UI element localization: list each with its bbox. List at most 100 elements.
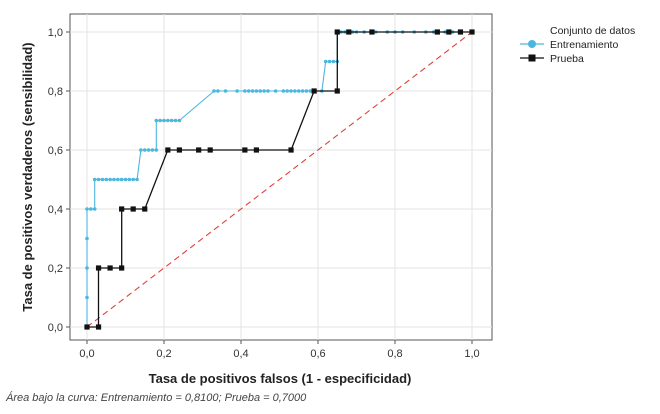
entrenamiento-point <box>212 89 216 93</box>
prueba-point <box>434 29 440 35</box>
prueba-point <box>95 265 102 271</box>
prueba-point <box>253 147 259 153</box>
entrenamiento-point <box>223 89 228 93</box>
prueba-point <box>288 147 294 153</box>
x-tick-label: 0,0 <box>79 348 94 360</box>
entrenamiento-point <box>139 148 143 152</box>
entrenamiento-point <box>281 89 286 93</box>
prueba-point <box>176 147 182 153</box>
legend-prueba-marker <box>528 54 536 62</box>
entrenamiento-point <box>131 177 135 182</box>
entrenamiento-point <box>169 118 174 123</box>
entrenamiento-point <box>150 148 155 152</box>
entrenamiento-point <box>108 177 112 182</box>
entrenamiento-point <box>254 89 259 93</box>
y-tick-label: 1,0 <box>48 27 63 39</box>
y-tick-label: 0,2 <box>48 263 63 275</box>
y-tick-label: 0,0 <box>48 322 63 334</box>
entrenamiento-point <box>85 266 89 270</box>
x-axis-title: Tasa de positivos falsos (1 - especifici… <box>149 371 412 386</box>
entrenamiento-point <box>100 177 105 182</box>
entrenamiento-point <box>92 177 97 182</box>
entrenamiento-point <box>119 177 124 182</box>
prueba-point <box>346 29 352 35</box>
entrenamiento-point <box>304 89 309 93</box>
legend-entrenamiento-label: Entrenamiento <box>550 39 618 51</box>
y-axis-title: Tasa de positivos verdaderos (sensibilid… <box>20 42 35 311</box>
entrenamiento-point <box>104 177 109 182</box>
entrenamiento-point <box>173 118 178 123</box>
footnote: Área bajo la curva: Entrenamiento = 0,81… <box>6 392 307 404</box>
entrenamiento-point <box>327 59 332 64</box>
entrenamiento-point <box>273 89 278 93</box>
entrenamiento-point <box>235 89 239 93</box>
entrenamiento-point <box>85 236 89 241</box>
prueba-point <box>242 147 248 153</box>
entrenamiento-point <box>127 177 132 182</box>
entrenamiento-point <box>162 118 166 123</box>
y-tick-label: 0,8 <box>48 86 63 98</box>
entrenamiento-point <box>258 89 263 93</box>
legend: Conjunto de datos Entrenamiento Prueba <box>520 25 635 65</box>
prueba-point <box>95 324 102 330</box>
entrenamiento-point <box>135 177 139 182</box>
entrenamiento-point <box>89 207 93 211</box>
reference-diagonal-line <box>86 31 473 328</box>
prueba-point <box>311 88 317 94</box>
entrenamiento-point <box>300 89 305 93</box>
prueba-point <box>334 88 340 94</box>
prueba-point <box>119 265 125 271</box>
entrenamiento-point <box>177 118 182 123</box>
prueba-point <box>457 29 464 35</box>
prueba-point <box>469 29 475 35</box>
entrenamiento-point <box>285 89 290 93</box>
entrenamiento-point <box>116 177 120 182</box>
roc-chart: 0,0 0,2 0,4 0,6 0,8 1,0 0,0 0,2 0,4 0,6 0,8 1,0 Tas… <box>20 13 635 386</box>
entrenamiento-point <box>142 148 147 152</box>
entrenamiento-point <box>154 118 159 123</box>
entrenamiento-point <box>158 118 162 123</box>
entrenamiento-point <box>85 295 89 300</box>
y-tick-label: 0,6 <box>48 145 63 157</box>
entrenamiento-point <box>308 89 313 93</box>
legend-title: Conjunto de datos <box>550 25 635 37</box>
x-tick-label: 0,2 <box>156 348 171 360</box>
prueba-point <box>165 147 171 153</box>
prueba-point <box>107 265 113 271</box>
entrenamiento-point <box>262 89 266 93</box>
entrenamiento-point <box>96 177 101 182</box>
prueba-point <box>196 147 202 153</box>
entrenamiento-point <box>293 89 297 93</box>
entrenamiento-point <box>296 89 301 93</box>
legend-entrenamiento-marker <box>528 40 536 48</box>
x-tick-label: 1,0 <box>464 348 479 360</box>
prueba-point <box>142 206 148 212</box>
prueba-point <box>84 324 90 330</box>
entrenamiento-point <box>323 59 328 64</box>
prueba-point <box>446 29 452 35</box>
y-tick-label: 0,4 <box>48 204 63 216</box>
prueba-point <box>130 206 136 212</box>
prueba-point <box>119 206 125 212</box>
entrenamiento-point <box>266 89 270 93</box>
entrenamiento-point <box>146 148 151 152</box>
x-tick-label: 0,8 <box>387 348 402 360</box>
entrenamiento-point <box>243 89 247 93</box>
entrenamiento-point <box>112 177 116 182</box>
axis-ticks: 0,0 0,2 0,4 0,6 0,8 1,0 0,0 0,2 0,4 0,6 0,8 1,0 <box>48 27 480 360</box>
grid <box>70 14 492 340</box>
legend-prueba-label: Prueba <box>550 53 584 65</box>
entrenamiento-point <box>250 89 255 93</box>
entrenamiento-point <box>166 118 170 123</box>
entrenamiento-point <box>85 207 89 211</box>
x-tick-label: 0,6 <box>310 348 325 360</box>
entrenamiento-point <box>246 89 251 93</box>
prueba-point <box>334 29 340 35</box>
entrenamiento-point <box>123 177 128 182</box>
entrenamiento-point <box>154 148 159 152</box>
entrenamiento-point <box>289 89 293 93</box>
plot-area <box>69 13 493 341</box>
x-tick-label: 0,4 <box>233 348 248 360</box>
entrenamiento-point <box>331 59 336 64</box>
entrenamiento-point <box>216 89 220 93</box>
